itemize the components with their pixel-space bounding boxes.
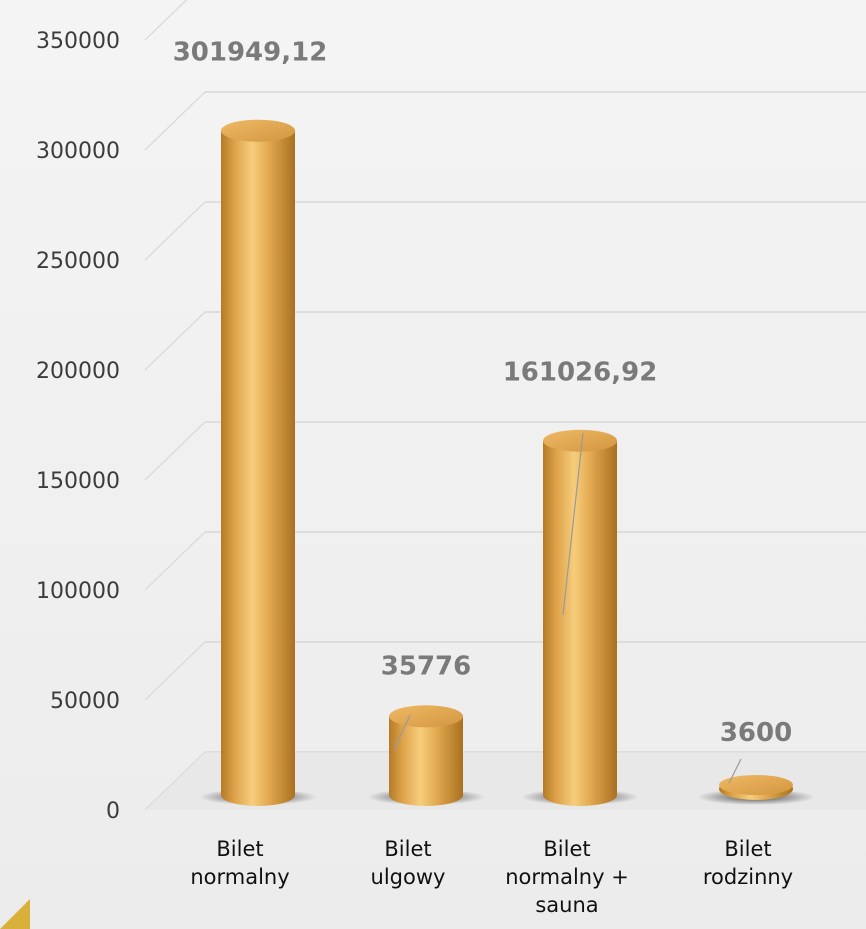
bar-body	[543, 440, 617, 806]
gridline-side	[144, 421, 206, 481]
bar	[199, 119, 317, 807]
bar-top	[221, 119, 295, 142]
y-tick-label: 250000	[36, 249, 120, 274]
y-tick-label: 0	[106, 799, 120, 824]
y-tick-label: 350000	[36, 29, 120, 54]
bar-top	[543, 429, 617, 452]
leader-line	[393, 714, 411, 751]
bar	[697, 775, 815, 805]
y-tick-label: 200000	[36, 359, 120, 384]
x-axis: Bilet normalny Bilet ulgowy Bilet normalny + s…	[190, 837, 793, 917]
gridline-side	[144, 0, 188, 41]
bar	[521, 429, 639, 806]
data-label: 301949,12	[173, 38, 328, 68]
chart-floor	[145, 752, 866, 810]
corner-triangle-decoration	[0, 899, 30, 929]
data-label: 161026,92	[503, 358, 658, 388]
gridline-side	[144, 91, 206, 151]
x-category-label: Bilet normalny + sauna	[505, 837, 629, 917]
y-tick-label: 100000	[36, 579, 120, 604]
gridline-side	[144, 531, 206, 591]
gridline-side	[144, 201, 206, 261]
y-tick-label: 150000	[36, 469, 120, 494]
bars	[199, 119, 815, 807]
gridline-side	[144, 641, 206, 701]
data-labels: 301949,12 35776 161026,92 3600	[173, 38, 792, 784]
bar-body	[221, 130, 295, 807]
y-tick-label: 300000	[36, 139, 120, 164]
gridline-side	[144, 311, 206, 371]
bar-top	[719, 775, 793, 795]
floor-plane	[145, 752, 866, 810]
data-label: 3600	[720, 718, 792, 748]
y-axis: 0 50000 100000 150000 200000 250000 300000 3500…	[36, 29, 120, 824]
bar-top	[389, 705, 463, 728]
y-tick-label: 50000	[50, 689, 120, 714]
bar	[367, 705, 485, 806]
bar-body	[389, 716, 463, 806]
leader-line	[562, 432, 584, 616]
leader-line	[728, 758, 742, 784]
x-category-label: Bilet rodzinny	[703, 837, 793, 889]
x-category-label: Bilet normalny	[190, 837, 289, 889]
x-category-label: Bilet ulgowy	[371, 837, 446, 889]
gridlines	[144, 0, 866, 811]
data-label: 35776	[381, 651, 471, 681]
